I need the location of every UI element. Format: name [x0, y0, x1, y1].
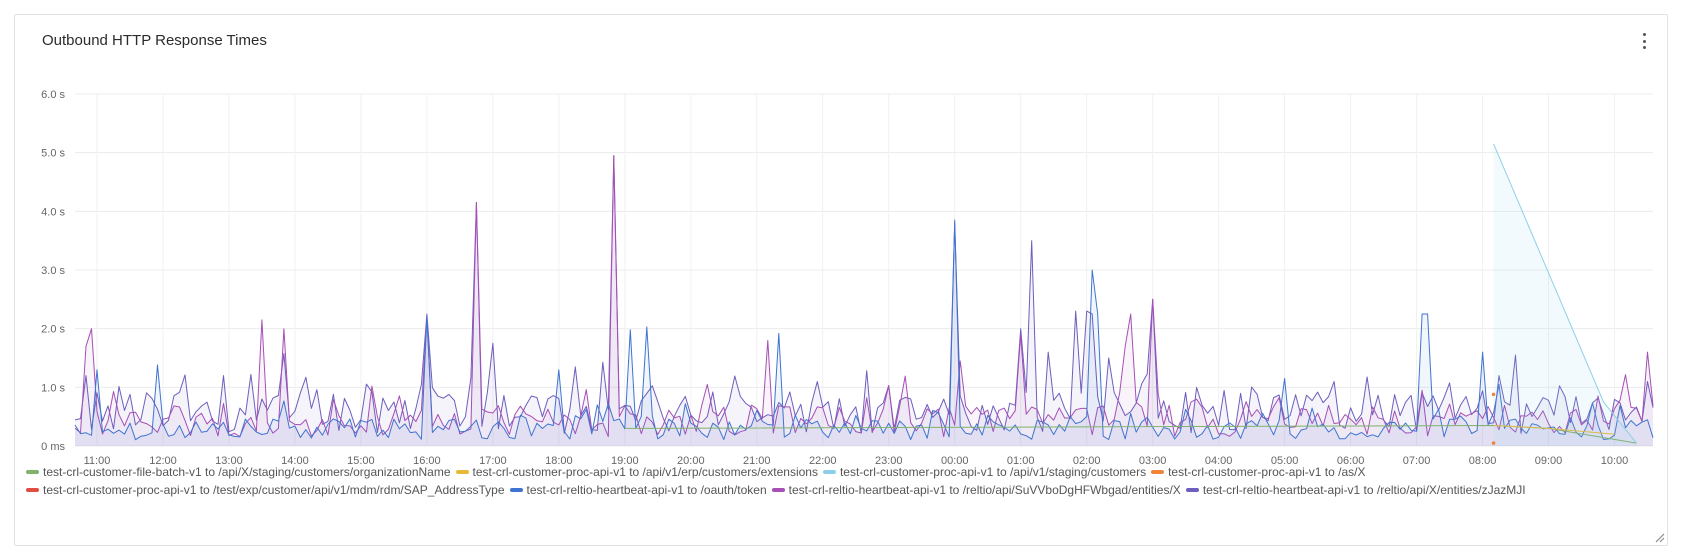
resize-handle-icon[interactable]: [1653, 531, 1665, 543]
legend-label: test-crl-reltio-heartbeat-api-v1 to /rel…: [788, 483, 1181, 497]
legend-swatch: [1151, 470, 1165, 474]
series-point: [1491, 392, 1496, 397]
x-tick-label: 05:00: [1271, 455, 1299, 467]
x-tick-label: 04:00: [1205, 455, 1233, 467]
series-point: [1491, 441, 1496, 445]
legend-swatch: [822, 470, 836, 474]
x-tick-label: 06:00: [1337, 455, 1365, 467]
legend-item[interactable]: test-crl-customer-proc-api-v1 to /api/v1…: [822, 465, 1147, 479]
more-vertical-icon[interactable]: [1639, 31, 1649, 51]
y-tick-label: 3.0 s: [41, 265, 65, 277]
x-tick-label: 22:00: [809, 455, 837, 467]
x-tick-label: 11:00: [84, 455, 111, 467]
legend-item[interactable]: test-crl-reltio-heartbeat-api-v1 to /oau…: [509, 483, 767, 497]
legend-item[interactable]: test-crl-customer-proc-api-v1 to /test/e…: [26, 483, 505, 497]
legend-label: test-crl-customer-proc-api-v1 to /api/v1…: [472, 465, 818, 479]
x-tick-label: 18:00: [545, 455, 573, 467]
series-line: [1493, 425, 1615, 435]
x-tick-label: 08:00: [1469, 455, 1497, 467]
series-line: [1493, 143, 1637, 444]
x-tick-label: 07:00: [1403, 455, 1431, 467]
legend-swatch: [771, 488, 785, 492]
legend-swatch: [26, 470, 39, 474]
legend-swatch: [455, 470, 469, 474]
legend-swatch: [1185, 488, 1199, 492]
x-tick-label: 17:00: [479, 455, 507, 467]
x-tick-label: 14:00: [281, 455, 309, 467]
legend-item[interactable]: test-crl-customer-proc-api-v1 to /api/v1…: [455, 465, 818, 479]
x-tick-label: 03:00: [1139, 455, 1167, 467]
x-tick-label: 23:00: [875, 455, 903, 467]
y-tick-label: 6.0 s: [41, 89, 65, 101]
legend-swatch: [26, 488, 39, 492]
x-tick-label: 10:00: [1601, 455, 1629, 467]
legend-label: test-crl-customer-proc-api-v1 to /as/X: [1168, 465, 1366, 479]
series-line: [74, 219, 1654, 441]
chart-legend: test-crl-customer-file-batch-v1 to /api/…: [26, 463, 1626, 499]
chart-panel: Outbound HTTP Response Times: [14, 14, 1668, 546]
series-line: [74, 155, 1654, 434]
x-tick-label: 20:00: [677, 455, 705, 467]
y-tick-label: 2.0 s: [41, 324, 65, 336]
legend-swatch: [509, 488, 523, 492]
legend-item[interactable]: test-crl-reltio-heartbeat-api-v1 to /rel…: [1185, 483, 1526, 497]
x-tick-label: 16:00: [413, 455, 441, 467]
legend-item[interactable]: test-crl-customer-file-batch-v1 to /api/…: [26, 465, 451, 479]
legend-row: test-crl-customer-proc-api-v1 to /test/e…: [26, 481, 1626, 499]
x-tick-label: 13:00: [215, 455, 243, 467]
x-tick-label: 19:00: [611, 455, 639, 467]
panel-title: Outbound HTTP Response Times: [42, 32, 267, 49]
legend-label: test-crl-customer-file-batch-v1 to /api/…: [43, 465, 451, 479]
x-tick-label: 00:00: [941, 455, 969, 467]
x-tick-label: 15:00: [347, 455, 375, 467]
x-tick-label: 01:00: [1007, 455, 1035, 467]
series-area: [1493, 143, 1637, 446]
x-tick-label: 12:00: [149, 455, 177, 467]
legend-label: test-crl-reltio-heartbeat-api-v1 to /oau…: [526, 483, 767, 497]
series-area: [75, 155, 1653, 446]
y-tick-label: 5.0 s: [41, 148, 65, 160]
y-tick-label: 0 ms: [41, 441, 65, 453]
legend-item[interactable]: test-crl-customer-proc-api-v1 to /as/X: [1151, 465, 1365, 479]
legend-item[interactable]: test-crl-reltio-heartbeat-api-v1 to /rel…: [771, 483, 1181, 497]
series-area: [75, 220, 1653, 446]
series-line: [74, 155, 1654, 438]
x-tick-label: 02:00: [1073, 455, 1101, 467]
x-tick-label: 21:00: [743, 455, 771, 467]
legend-label: test-crl-customer-proc-api-v1 to /api/v1…: [839, 465, 1147, 479]
legend-row: test-crl-customer-file-batch-v1 to /api/…: [26, 463, 1626, 481]
y-tick-label: 4.0 s: [41, 206, 65, 218]
legend-label: test-crl-customer-proc-api-v1 to /test/e…: [43, 483, 505, 497]
legend-label: test-crl-reltio-heartbeat-api-v1 to /rel…: [1202, 483, 1526, 497]
x-tick-label: 09:00: [1535, 455, 1563, 467]
y-tick-label: 1.0 s: [41, 382, 65, 394]
